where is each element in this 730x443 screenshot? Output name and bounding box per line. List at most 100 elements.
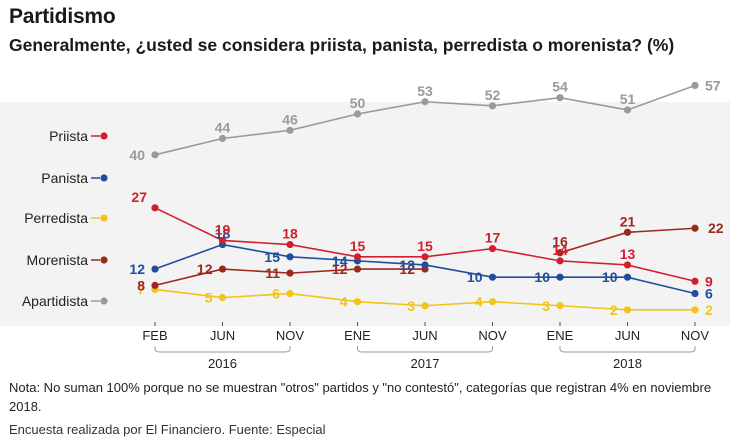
x-tick-label: NOV bbox=[681, 328, 710, 343]
data-point-perredista bbox=[556, 302, 564, 310]
legend-item-perredista: Perredista bbox=[24, 210, 108, 226]
data-point-panista bbox=[691, 289, 699, 298]
data-point-panista bbox=[421, 261, 429, 269]
data-point-perredista bbox=[488, 298, 497, 306]
data-label-perredista: 4 bbox=[475, 294, 483, 310]
data-label-apartidista: 51 bbox=[620, 91, 636, 107]
legend-marker bbox=[100, 256, 108, 264]
data-point-apartidista bbox=[691, 81, 699, 90]
data-label-apartidista: 40 bbox=[129, 147, 145, 163]
x-tick-label: JUN bbox=[412, 328, 437, 343]
data-point-perredista bbox=[623, 306, 632, 314]
data-point-priista bbox=[556, 257, 564, 265]
data-label-apartidista: 54 bbox=[552, 79, 568, 95]
data-label-panista: 18 bbox=[215, 226, 231, 242]
year-bracket bbox=[357, 346, 493, 353]
data-label-panista: 14 bbox=[332, 253, 348, 269]
data-point-apartidista bbox=[556, 94, 564, 102]
data-point-apartidista bbox=[623, 106, 632, 114]
data-label-priista: 15 bbox=[417, 238, 433, 254]
data-point-priista bbox=[218, 236, 227, 245]
legend-label: Apartidista bbox=[22, 293, 88, 309]
data-label-apartidista: 57 bbox=[705, 77, 721, 93]
data-point-morenista bbox=[151, 281, 159, 289]
data-label-morenista: 11 bbox=[265, 265, 280, 281]
chart-subtitle: Generalmente, ¿usted se considera priist… bbox=[9, 35, 675, 55]
data-point-panista bbox=[286, 253, 294, 261]
data-label-priista: 17 bbox=[485, 230, 501, 246]
x-tick-label: FEB bbox=[142, 328, 167, 343]
data-point-priista bbox=[421, 253, 429, 261]
data-point-priista bbox=[151, 204, 159, 212]
data-label-panista: 12 bbox=[129, 261, 145, 277]
data-point-morenista bbox=[353, 265, 362, 273]
data-label-apartidista: 50 bbox=[350, 95, 366, 111]
data-label-perredista: 7 bbox=[137, 281, 145, 297]
legend-item-apartidista: Apartidista bbox=[22, 293, 108, 309]
x-tick-label: NOV bbox=[478, 328, 507, 343]
legend-label: Morenista bbox=[27, 252, 89, 268]
data-point-morenista bbox=[556, 249, 564, 257]
year-bracket bbox=[154, 346, 291, 353]
data-point-panista bbox=[151, 265, 159, 273]
legend-marker bbox=[100, 214, 108, 222]
data-label-morenista: 12 bbox=[197, 261, 213, 277]
data-label-morenista: 8 bbox=[137, 277, 145, 293]
data-label-priista: 18 bbox=[282, 226, 298, 242]
data-point-perredista bbox=[691, 306, 699, 314]
data-point-apartidista bbox=[286, 126, 294, 134]
data-point-morenista bbox=[286, 269, 294, 277]
data-label-panista: 15 bbox=[264, 249, 280, 265]
data-label-priista: 15 bbox=[350, 238, 366, 254]
data-label-apartidista: 53 bbox=[417, 83, 433, 99]
data-label-morenista: 21 bbox=[620, 213, 636, 229]
data-label-apartidista: 44 bbox=[215, 119, 231, 135]
plot-background bbox=[0, 102, 730, 326]
year-label: 2017 bbox=[411, 356, 440, 371]
data-label-perredista: 2 bbox=[610, 302, 618, 318]
data-label-morenista: 22 bbox=[708, 220, 724, 236]
data-point-perredista bbox=[218, 294, 227, 302]
data-point-priista bbox=[286, 240, 294, 249]
data-point-apartidista bbox=[218, 134, 227, 143]
data-point-apartidista bbox=[151, 151, 159, 159]
data-label-panista: 13 bbox=[399, 257, 415, 273]
data-point-morenista bbox=[691, 224, 699, 232]
legend-item-panista: Panista bbox=[41, 170, 108, 186]
data-label-morenista: 16 bbox=[552, 234, 568, 250]
source-extra: Fuente: Especial bbox=[228, 422, 326, 437]
data-label-perredista: 5 bbox=[205, 290, 213, 306]
chart-source: Encuesta realizada por El Financiero. Fu… bbox=[9, 422, 326, 437]
data-point-perredista bbox=[353, 298, 362, 306]
data-label-panista: 6 bbox=[705, 286, 713, 302]
data-point-perredista bbox=[286, 289, 294, 298]
legend-marker bbox=[100, 174, 108, 182]
data-label-morenista: 12 bbox=[399, 261, 415, 277]
data-label-apartidista: 52 bbox=[485, 87, 501, 103]
data-label-perredista: 2 bbox=[705, 302, 713, 318]
legend-label: Perredista bbox=[24, 210, 88, 226]
x-tick-label: ENE bbox=[547, 328, 574, 343]
x-tick-label: ENE bbox=[344, 328, 371, 343]
data-point-panista bbox=[623, 273, 632, 281]
data-point-morenista bbox=[218, 265, 227, 273]
data-point-panista bbox=[488, 273, 497, 281]
data-label-priista: 9 bbox=[705, 273, 713, 289]
chart-note: Nota: No suman 100% porque no se muestra… bbox=[9, 380, 712, 414]
data-point-morenista bbox=[623, 228, 632, 236]
legend-marker bbox=[100, 297, 108, 305]
data-point-priista bbox=[623, 261, 632, 269]
data-label-panista: 10 bbox=[534, 269, 550, 285]
year-label: 2016 bbox=[208, 356, 237, 371]
data-point-perredista bbox=[421, 302, 429, 310]
data-label-perredista: 6 bbox=[272, 286, 280, 302]
data-label-perredista: 4 bbox=[340, 294, 348, 310]
x-tick-label: JUN bbox=[615, 328, 640, 343]
data-point-apartidista bbox=[488, 102, 497, 110]
chart-title: Partidismo bbox=[9, 5, 116, 28]
line-chart: Priista Panista Perredista Morenista Apartid… bbox=[0, 77, 730, 371]
x-tick-label: NOV bbox=[276, 328, 305, 343]
data-label-morenista: 12 bbox=[332, 261, 348, 277]
data-label-panista: 10 bbox=[467, 269, 483, 285]
data-point-priista bbox=[488, 245, 497, 253]
